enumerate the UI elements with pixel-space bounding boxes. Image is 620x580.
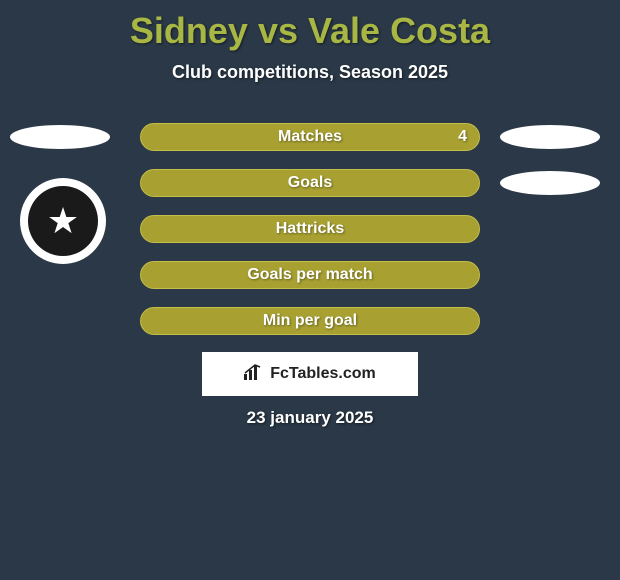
left-value-ellipse xyxy=(10,125,110,149)
stat-pill: Hattricks xyxy=(140,215,480,243)
stat-row-min-per-goal: Min per goal xyxy=(0,307,620,335)
stat-label: Goals per match xyxy=(247,266,372,284)
stat-pill: Goals per match xyxy=(140,261,480,289)
right-value-ellipse xyxy=(500,125,600,149)
stat-pill: Min per goal xyxy=(140,307,480,335)
stat-label: Min per goal xyxy=(263,312,357,330)
chart-icon xyxy=(244,364,264,385)
page-subtitle: Club competitions, Season 2025 xyxy=(0,62,620,83)
attribution-text: FcTables.com xyxy=(270,365,376,383)
page-title: Sidney vs Vale Costa xyxy=(0,0,620,52)
stat-row-goals-per-match: Goals per match xyxy=(0,261,620,289)
attribution-box[interactable]: FcTables.com xyxy=(202,352,418,396)
date-label: 23 january 2025 xyxy=(0,408,620,428)
stat-value-right: 4 xyxy=(458,128,467,146)
stat-row-matches: Matches 4 xyxy=(0,123,620,151)
stat-pill: Goals xyxy=(140,169,480,197)
club-crest-badge: ★ xyxy=(20,178,106,264)
club-crest-inner: ★ xyxy=(28,186,98,256)
stat-label: Hattricks xyxy=(276,220,344,238)
stat-label: Goals xyxy=(288,174,332,192)
right-value-ellipse xyxy=(500,171,600,195)
stat-pill: Matches 4 xyxy=(140,123,480,151)
star-icon: ★ xyxy=(47,203,79,239)
stat-label: Matches xyxy=(278,128,342,146)
